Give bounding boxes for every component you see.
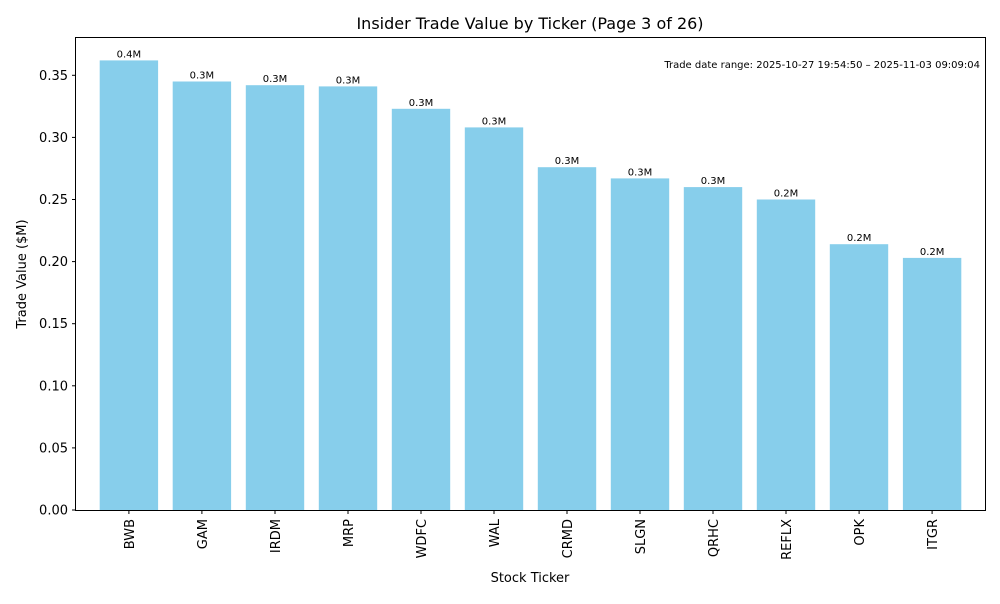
x-tick-label: IRDM [269,519,284,553]
x-tick-label: MRP [342,519,357,547]
x-axis-label: Stock Ticker [491,571,570,586]
bar-wdfc [391,108,451,511]
y-axis-label: Trade Value ($M) [15,219,30,329]
bar-value-label: 0.3M [409,98,434,109]
chart-title: Insider Trade Value by Ticker (Page 3 of… [356,14,703,33]
x-tick-label: REFLX [780,519,795,560]
x-tick-label: OPK [853,519,868,546]
bar-wal [464,127,524,511]
y-tick-label: 0.15 [39,317,68,332]
x-tick-label: BWB [123,519,138,549]
x-axis: BWB GAM IRDM MRP WDFC WAL CRMD SLGN QRHC REFLX OPK… [123,510,941,560]
bar-value-label: 0.2M [774,189,799,200]
bar-value-label: 0.3M [336,75,361,86]
y-axis: 0.00 0.05 0.10 0.15 0.20 0.25 0.30 0.35 [39,69,76,519]
bar-value-label: 0.3M [701,176,726,187]
bar-crmd [537,167,597,510]
x-tick-label: WAL [488,518,503,547]
bar-value-label: 0.3M [263,74,288,85]
bar-reflx [756,199,816,510]
x-tick-label: CRMD [561,519,576,558]
y-tick-label: 0.00 [39,504,68,519]
y-tick-label: 0.05 [39,441,68,456]
bar-mrp [318,86,378,511]
bar-value-label: 0.3M [555,156,580,167]
y-tick-label: 0.35 [39,69,68,84]
bar-value-label: 0.4M [117,49,142,60]
x-tick-label: ITGR [926,519,941,550]
y-tick-label: 0.30 [39,131,68,146]
y-tick-label: 0.20 [39,255,68,270]
x-tick-label: SLGN [634,519,649,554]
x-tick-label: GAM [196,519,211,549]
bar-value-label: 0.3M [190,71,215,82]
bar-irdm [245,85,305,510]
bar-slgn [610,178,670,510]
bars-layer: 0.4M 0.3M 0.3M 0.3M 0.3M 0.3M 0.3M 0.3M 0.3M 0.2M… [99,49,962,511]
x-tick-label: WDFC [415,519,430,558]
bar-opk [829,244,889,510]
bar-bwb [99,60,159,511]
bar-qrhc [683,187,743,510]
bar-value-label: 0.3M [482,116,507,127]
bar-value-label: 0.3M [628,167,653,178]
bar-gam [172,81,232,510]
date-range-annotation: Trade date range: 2025-10-27 19:54:50 – … [663,60,980,71]
y-tick-label: 0.25 [39,193,68,208]
x-tick-label: QRHC [707,519,722,557]
bar-itgr [902,257,962,510]
plot-frame [75,37,986,511]
bar-value-label: 0.2M [920,247,945,258]
bar-value-label: 0.2M [847,233,872,244]
y-tick-label: 0.10 [39,379,68,394]
